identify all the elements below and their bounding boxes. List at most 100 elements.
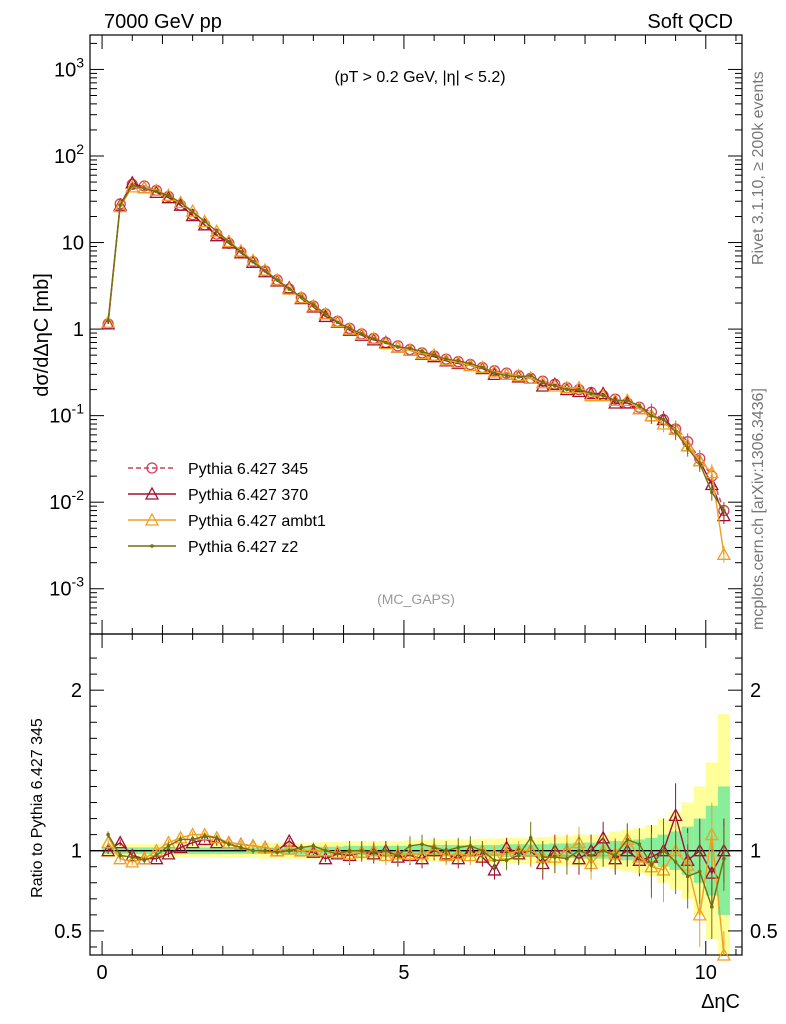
ratio-data-point: [649, 863, 654, 867]
ratio-data-point: [402, 846, 418, 860]
ratio-data-point: [101, 835, 116, 849]
data-point: [384, 340, 388, 345]
ratio-panel: 0 5 10 0.5 0.5 1 1 2 2: [54, 633, 778, 984]
data-point: [185, 203, 200, 217]
ratio-data-point: [299, 845, 304, 850]
ratio-data-point: [480, 848, 485, 853]
ratio-data-point: [323, 848, 328, 853]
ratio-ylabel: Ratio to Pythia 6.427 345: [29, 718, 46, 898]
ratio-data-point: [414, 851, 430, 865]
y-tick-label: 10-3: [49, 574, 84, 601]
ratio-series-line: [107, 834, 725, 910]
ratio-data-point: [632, 849, 647, 863]
ratio-data-point: [710, 905, 714, 909]
series-3: [106, 183, 726, 519]
data-point: [318, 306, 333, 320]
data-point: [710, 490, 714, 495]
ratio-data-point: [161, 846, 176, 860]
data-point: [306, 298, 321, 312]
data-point: [130, 183, 135, 187]
data-point: [661, 417, 666, 422]
data-point: [209, 223, 224, 237]
data-point: [311, 303, 316, 307]
legend-marker: [150, 544, 154, 548]
ratio-data-point: [420, 842, 424, 847]
data-point: [354, 326, 369, 340]
ratio-data-point: [661, 848, 666, 853]
data-point: [492, 371, 497, 375]
data-point: [547, 376, 562, 390]
data-point: [190, 210, 195, 214]
ratio-data-point: [371, 850, 376, 855]
ratio-frame: [89, 633, 743, 956]
data-point: [294, 290, 309, 304]
ratio-data-point: [613, 853, 618, 858]
ratio-data-point: [716, 947, 731, 961]
data-point: [178, 200, 183, 205]
data-point: [468, 361, 473, 366]
ratio-data-point: [451, 851, 466, 865]
ratio-data-point: [456, 845, 461, 850]
data-point: [697, 461, 702, 466]
ratio-data-point: [487, 862, 502, 876]
ratio-data-point: [685, 874, 690, 879]
ratio-data-point: [106, 832, 110, 837]
data-point: [166, 193, 171, 198]
data-point: [583, 388, 599, 402]
data-point: [504, 373, 509, 378]
ratio-data-point: [173, 840, 188, 854]
data-point: [149, 183, 164, 197]
data-point: [142, 186, 147, 191]
ratio-data-point: [492, 858, 497, 863]
ratio-data-point: [540, 855, 545, 859]
data-point: [408, 346, 412, 351]
data-point: [625, 398, 630, 403]
ratio-data-point: [625, 837, 630, 842]
ratio-data-point: [408, 844, 412, 848]
x-tick-label: 5: [398, 962, 409, 984]
mcplots-label: mcplots.cern.ch [arXiv:1306.3436]: [750, 388, 767, 630]
series-line: [107, 184, 725, 511]
y-tick-label: 10: [62, 233, 84, 255]
data-point: [299, 295, 304, 299]
ratio-data-point: [528, 836, 533, 840]
ratio-data-point: [318, 851, 333, 865]
data-point: [596, 386, 611, 400]
ratio-y-tick-label: 2: [71, 680, 82, 702]
data-point: [637, 403, 642, 408]
x-tick-label: 10: [695, 962, 717, 984]
ratio-y-tick-label: 0.5: [54, 921, 82, 943]
ratio-data-point: [202, 834, 207, 839]
data-point: [101, 316, 116, 330]
ratio-series-1: [101, 802, 731, 961]
data-point: [559, 380, 575, 394]
data-point: [444, 357, 448, 361]
data-point: [106, 318, 110, 323]
data-point: [601, 393, 605, 398]
ratio-data-point: [270, 843, 285, 857]
data-point: [245, 255, 261, 269]
data-point: [221, 235, 236, 249]
data-point: [101, 314, 116, 328]
ratio-data-point: [137, 851, 152, 865]
ratio-data-point: [185, 835, 200, 849]
ratio-data-point: [468, 844, 473, 848]
data-point: [209, 228, 224, 242]
header-right: Soft QCD: [647, 11, 733, 33]
ratio-data-point: [396, 853, 400, 858]
rivet-label: Rivet 3.1.10, ≥ 200k events: [750, 71, 767, 265]
data-point: [420, 349, 424, 354]
data-point: [649, 413, 654, 418]
ratio-data-point: [154, 853, 159, 858]
ratio-data-point: [197, 827, 212, 841]
data-point: [118, 203, 122, 208]
ratio-data-point: [704, 827, 719, 841]
data-point: [173, 195, 188, 209]
ratio-y-tick-label-right: 1: [750, 841, 761, 863]
ratio-data-point: [620, 843, 635, 857]
ratio-data-point: [142, 858, 147, 863]
y-tick-label: 1: [73, 319, 84, 341]
data-point: [565, 387, 569, 392]
data-point: [577, 387, 581, 392]
ratio-data-point: [384, 848, 388, 853]
